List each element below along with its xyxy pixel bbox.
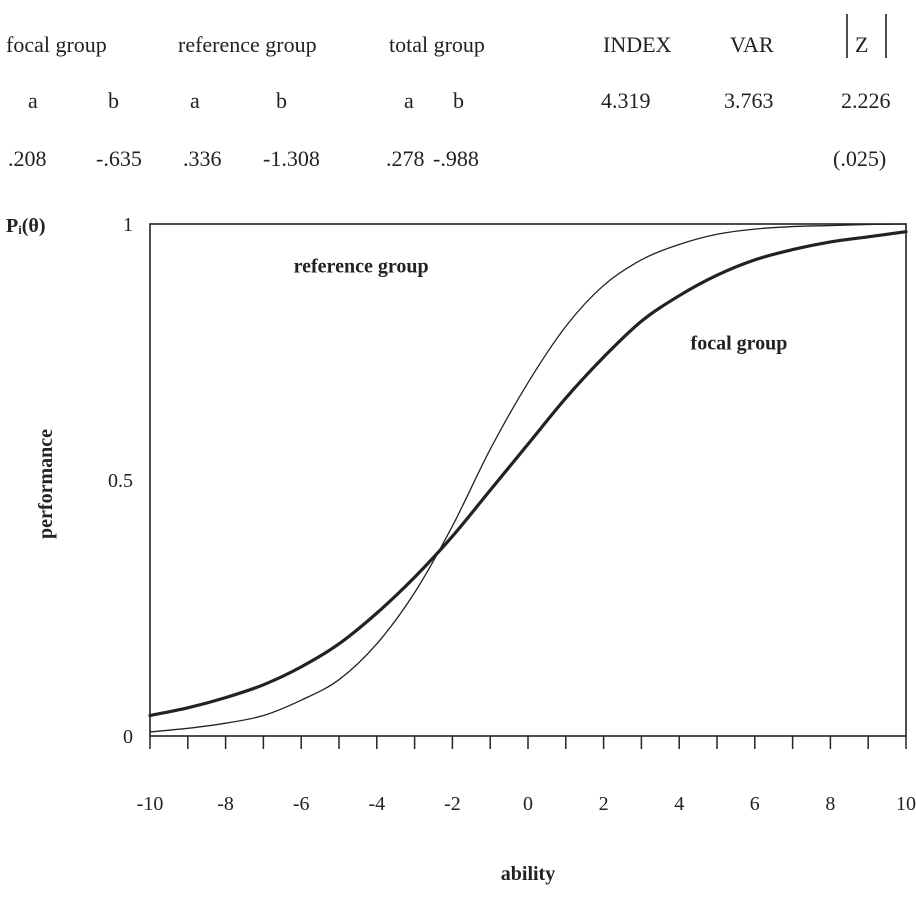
reference-group-label: reference group	[294, 256, 429, 278]
focal-a-value: .208	[8, 146, 47, 171]
var-value: 3.763	[724, 88, 774, 113]
total-a-value: .278	[386, 146, 425, 171]
y-tick-label: 0	[123, 726, 133, 748]
plot-frame	[149, 223, 907, 737]
focal-group-curve	[148, 230, 908, 718]
x-tick-label: 10	[896, 793, 916, 815]
reference-b-value: -1.308	[263, 146, 320, 171]
curves	[148, 223, 908, 733]
x-tick-label: -10	[137, 793, 164, 815]
x-tick-label: -4	[368, 793, 385, 815]
focal-b-value: -.635	[96, 146, 142, 171]
z-value: 2.226	[841, 88, 891, 113]
reference-group-curve	[149, 223, 907, 733]
x-axis-label: ability	[501, 863, 555, 885]
reference-group-header: reference group	[178, 32, 317, 57]
y-axis-ticks: 00.51	[108, 214, 133, 748]
y-tick-label: 0.5	[108, 470, 133, 492]
x-tick-label: -2	[444, 793, 461, 815]
total-a-label: a	[404, 88, 414, 113]
x-tick-label: -8	[217, 793, 234, 815]
reference-a-value: .336	[183, 146, 222, 171]
total-b-label: b	[453, 88, 464, 113]
x-tick-label: 8	[825, 793, 835, 815]
chart: Pᵢ(θ) performance ability -10 -8 -6 -4 -2 0 2 4…	[6, 214, 916, 885]
index-value: 4.319	[601, 88, 651, 113]
reference-b-label: b	[276, 88, 287, 113]
focal-a-label: a	[28, 88, 38, 113]
reference-a-label: a	[190, 88, 200, 113]
series-labels: reference group focal group	[294, 256, 788, 355]
x-tick-label: 2	[599, 793, 609, 815]
z-p-value: (.025)	[833, 146, 886, 171]
x-tick-label: 4	[674, 793, 684, 815]
focal-group-label: focal group	[691, 332, 788, 354]
index-header: INDEX	[603, 32, 672, 57]
var-header: VAR	[730, 32, 774, 57]
z-header: Z	[855, 32, 868, 57]
x-axis-ticks: -10 -8 -6 -4 -2 0 2 4 6 8 10	[137, 736, 916, 815]
x-tick-label: 0	[523, 793, 533, 815]
total-group-header: total group	[389, 32, 485, 57]
y-axis-label: performance	[35, 429, 57, 539]
focal-b-label: b	[108, 88, 119, 113]
stats-table: focal group reference group total group …	[6, 14, 891, 171]
corner-label: Pᵢ(θ)	[6, 215, 46, 237]
y-tick-label: 1	[123, 214, 133, 236]
x-tick-label: 6	[750, 793, 760, 815]
total-b-value: -.988	[433, 146, 479, 171]
focal-group-header: focal group	[6, 32, 107, 57]
x-tick-label: -6	[293, 793, 310, 815]
